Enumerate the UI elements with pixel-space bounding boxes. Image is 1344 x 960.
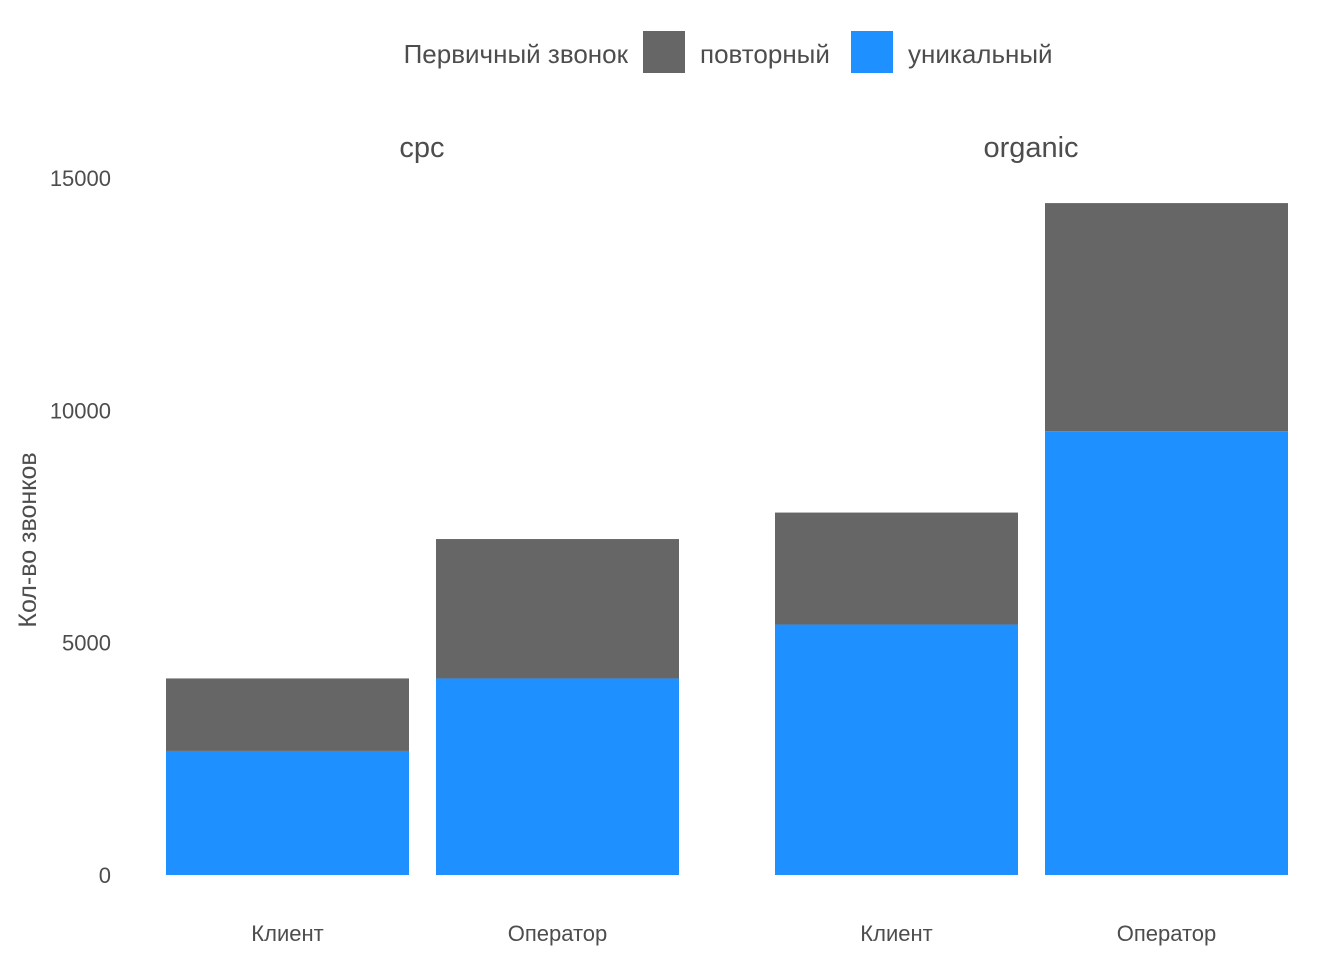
facets: cpc Клиент Оператор organic Клиент Оператор — [166, 132, 1288, 946]
facet-cpc: cpc Клиент Оператор — [166, 132, 679, 946]
bar-segment-repeat — [166, 678, 409, 751]
legend-swatch-unique — [851, 31, 893, 73]
y-tick-label: 0 — [99, 863, 111, 888]
bar-segment-unique — [166, 750, 409, 875]
legend: Первичный звонок повторный уникальный — [404, 31, 1053, 73]
x-tick-label: Оператор — [508, 921, 608, 946]
x-tick-label: Клиент — [251, 921, 323, 946]
bar-segment-repeat — [1045, 203, 1288, 432]
x-tick-label: Клиент — [860, 921, 932, 946]
legend-label-unique: уникальный — [908, 39, 1053, 69]
y-axis-title: Кол-во звонков — [14, 452, 42, 627]
legend-title: Первичный звонок — [404, 39, 629, 69]
y-tick-label: 10000 — [50, 398, 111, 423]
y-tick-label: 15000 — [50, 166, 111, 191]
y-tick-label: 5000 — [62, 631, 111, 656]
bar-segment-unique — [436, 678, 679, 875]
bar-segment-repeat — [775, 512, 1018, 625]
bar-segment-unique — [1045, 431, 1288, 875]
bar-segment-unique — [775, 624, 1018, 875]
bar-segment-repeat — [436, 539, 679, 679]
facet-title: organic — [983, 132, 1078, 164]
facet-organic: organic Клиент Оператор — [775, 132, 1288, 946]
facet-title: cpc — [399, 132, 444, 164]
legend-label-repeat: повторный — [700, 39, 830, 69]
x-tick-label: Оператор — [1117, 921, 1217, 946]
legend-swatch-repeat — [643, 31, 685, 73]
y-axis: 0 5000 10000 15000 — [50, 166, 111, 888]
